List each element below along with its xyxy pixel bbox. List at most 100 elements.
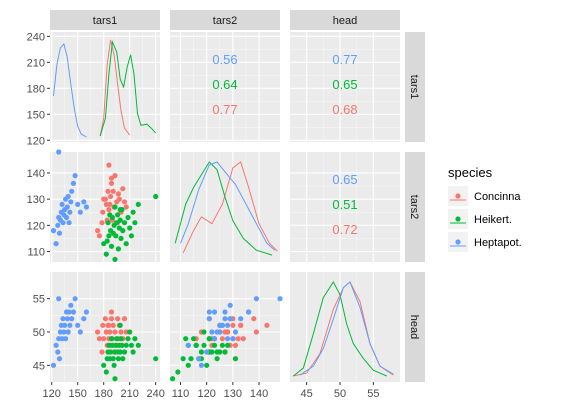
x-tick-label: 110: [172, 388, 190, 400]
point-heptapot: [64, 316, 70, 322]
corr-tars1_head-concinna: 0.68: [332, 102, 357, 117]
point-heptapot: [211, 336, 218, 342]
x-tick-label: 130: [224, 388, 242, 400]
density-curve-tars1-concinna: [99, 39, 131, 137]
x-tick-label: 140: [250, 388, 268, 400]
point-heptapot: [67, 322, 73, 328]
point-concinna: [100, 209, 106, 215]
corr-tars1_tars2-heptapot: 0.56: [212, 52, 237, 67]
density-curve-tars2-concinna: [182, 161, 278, 254]
strip-label-tars2: tars2: [408, 195, 420, 219]
point-concinna: [222, 329, 228, 335]
point-concinna: [102, 196, 108, 202]
point-heptapot: [75, 201, 81, 207]
point-heptapot: [83, 309, 89, 315]
point-heikert: [119, 342, 125, 348]
strip-label-tars2: tars2: [213, 15, 237, 27]
point-heikert: [123, 342, 129, 348]
point-heikert: [106, 233, 112, 239]
point-heptapot: [227, 316, 233, 322]
point-heikert: [120, 356, 126, 362]
point-heikert: [108, 336, 115, 342]
legend-key-point: [455, 216, 461, 222]
x-tick-label: 150: [69, 388, 87, 400]
point-concinna: [219, 336, 225, 342]
point-heikert: [101, 241, 107, 247]
point-concinna: [238, 322, 244, 328]
point-heikert: [117, 217, 123, 223]
point-heptapot: [64, 204, 70, 210]
point-heptapot: [198, 362, 204, 368]
legend-title: species: [448, 165, 493, 180]
point-concinna: [99, 220, 105, 226]
strip-top-tars2: [170, 10, 280, 30]
panel-tars2-tars2: [170, 152, 280, 262]
point-heptapot: [246, 309, 252, 315]
point-heptapot: [60, 220, 66, 226]
point-heptapot: [55, 222, 61, 228]
point-concinna: [110, 322, 116, 328]
point-heptapot: [61, 329, 67, 335]
point-concinna: [116, 196, 122, 202]
point-heikert: [103, 251, 109, 257]
point-heikert: [193, 342, 199, 348]
x-tick-label: 210: [121, 388, 139, 400]
y-tick-label: 180: [27, 83, 45, 95]
point-heikert: [111, 362, 117, 368]
panel-tars1-head: [290, 32, 400, 142]
point-heptapot: [225, 322, 231, 328]
y-tick-label: 55: [33, 294, 45, 306]
point-heptapot: [81, 316, 87, 322]
point-heptapot: [53, 342, 59, 348]
point-heikert: [108, 243, 115, 249]
point-heptapot: [63, 336, 69, 342]
point-heptapot: [68, 199, 74, 205]
legend-key-heikert: [448, 209, 468, 229]
point-heptapot: [77, 329, 83, 335]
point-heikert: [125, 214, 131, 221]
point-heikert: [183, 336, 189, 342]
point-heikert: [112, 204, 118, 210]
point-heptapot: [83, 204, 89, 210]
point-heikert: [132, 336, 138, 342]
point-heptapot: [196, 356, 202, 362]
point-concinna: [251, 316, 257, 322]
point-concinna: [123, 204, 129, 210]
panel-head-head: [290, 272, 400, 382]
density-curve-head-heikert: [292, 281, 387, 377]
strip-label-head: head: [333, 15, 357, 27]
point-heikert: [214, 356, 220, 362]
point-heikert: [127, 225, 133, 231]
point-concinna: [120, 186, 126, 192]
point-concinna: [106, 322, 112, 328]
point-heikert: [115, 246, 121, 252]
panel-background: [290, 272, 400, 382]
strip-right-head: [405, 272, 425, 382]
point-heptapot: [204, 349, 210, 355]
point-heikert: [115, 212, 121, 218]
point-heikert: [130, 349, 136, 355]
y-tick-label: 130: [27, 194, 45, 206]
legend-label-heikert: Heikert.: [474, 214, 512, 226]
point-concinna: [115, 191, 121, 197]
corr-tars1_tars2-heikert: 0.64: [212, 77, 237, 92]
legend-label-heptapot: Heptapot.: [474, 237, 522, 249]
point-concinna: [264, 322, 270, 328]
point-concinna: [95, 329, 101, 335]
strip-label-tars1: tars1: [93, 15, 117, 27]
scatter-tars2-vs-tars1: [50, 149, 159, 262]
point-concinna: [108, 193, 114, 200]
x-tick-label: 55: [367, 388, 379, 400]
point-heptapot: [50, 228, 57, 234]
point-heikert: [204, 362, 210, 368]
point-concinna: [99, 349, 105, 355]
legend-key-point: [455, 239, 461, 245]
point-heptapot: [253, 296, 259, 302]
point-concinna: [106, 207, 112, 213]
point-concinna: [108, 316, 115, 322]
point-heptapot: [70, 180, 76, 186]
point-heikert: [185, 362, 191, 368]
point-heptapot: [232, 329, 239, 335]
point-heptapot: [206, 309, 212, 315]
point-heptapot: [225, 336, 231, 342]
